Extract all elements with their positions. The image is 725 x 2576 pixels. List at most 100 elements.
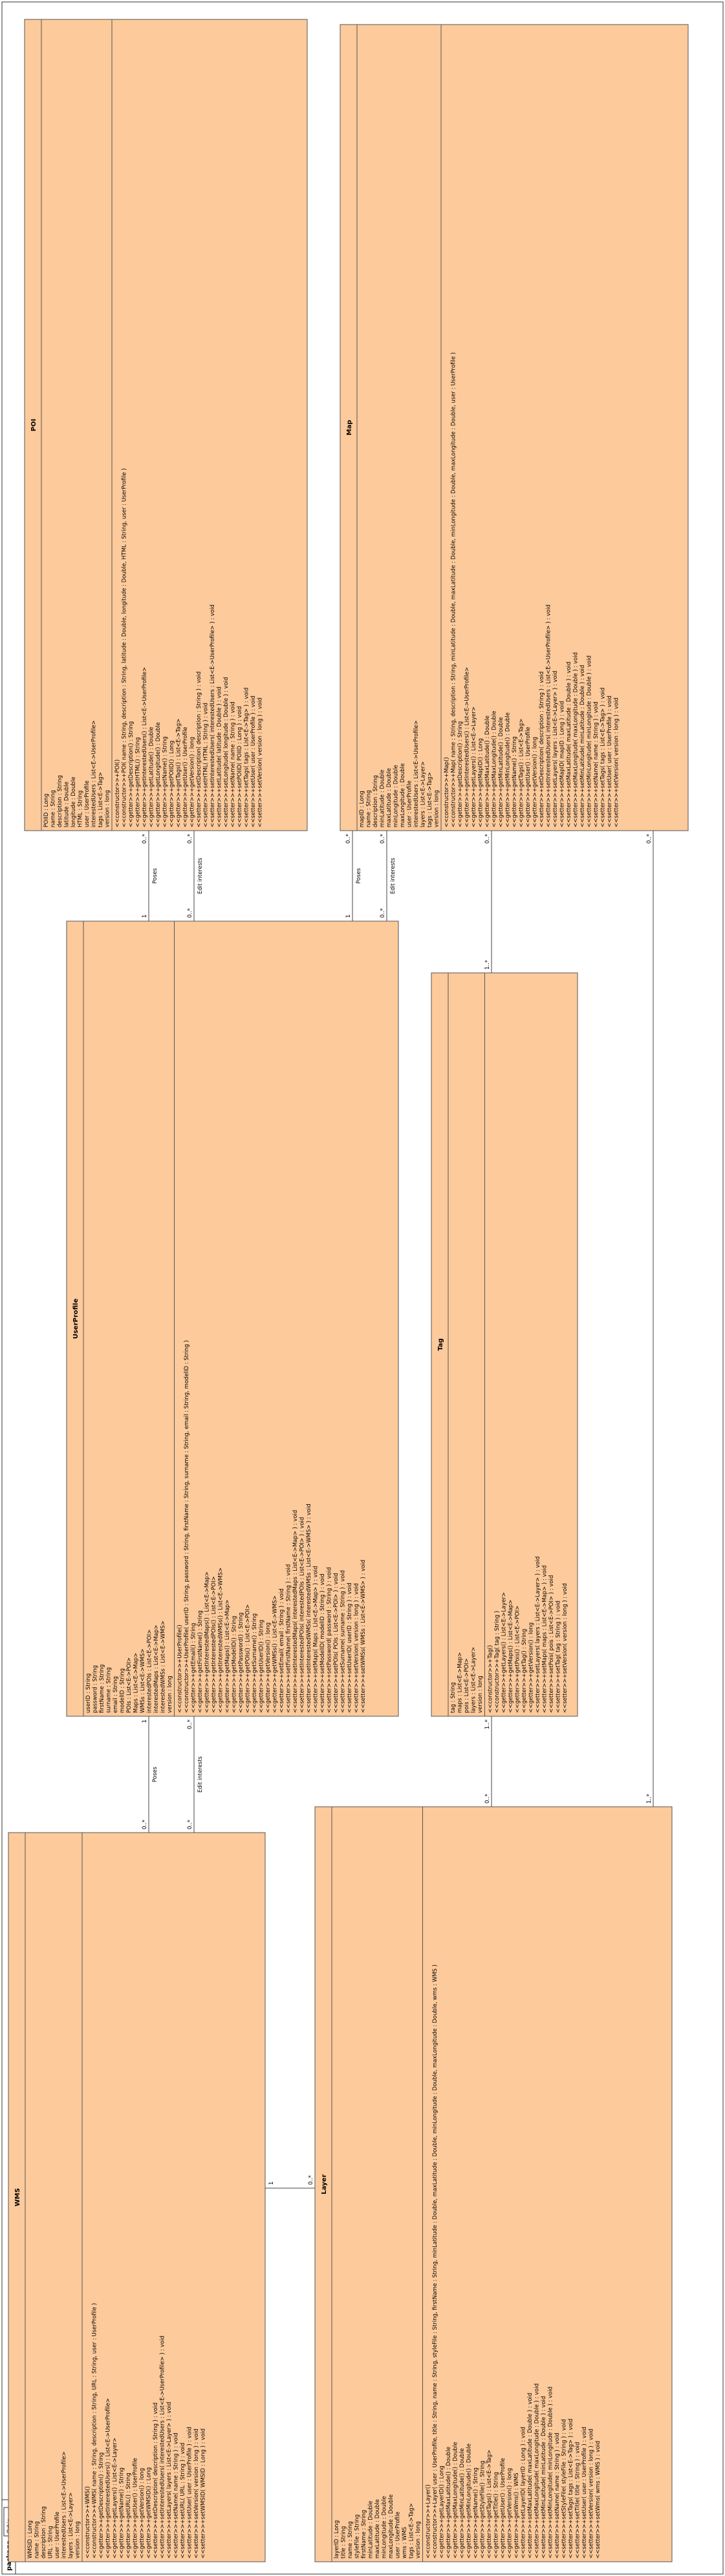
operation: <<setter>>+setDescription( description :… bbox=[196, 672, 202, 827]
attribute: interestedUsers : List<E->UserProfile> bbox=[61, 2451, 68, 2559]
attribute: name : String bbox=[50, 790, 57, 827]
operation: <<getter>>+getSurname() : String bbox=[252, 1613, 258, 1713]
operation: <<getter>>+getInterestedUsers() : List<E… bbox=[142, 667, 148, 827]
attribute: description : String bbox=[41, 2506, 47, 2559]
attribute: description : String bbox=[373, 775, 379, 827]
operation: <<setter>>+setName( name : String ) : vo… bbox=[593, 701, 600, 827]
operation: <<getter>>+getMaxLongitude() : Double bbox=[492, 711, 498, 827]
operation: <<setter>>+setLayers( layers : List<E->L… bbox=[166, 2402, 173, 2559]
operation: <<setter>>+setTags( tags : List<E->Tag> … bbox=[600, 688, 607, 827]
operation: <<setter>>+setPassword( password : Strin… bbox=[327, 1567, 333, 1713]
target-multiplicity: 0..* bbox=[380, 834, 386, 844]
operation: <<getter>>+getVersion() : long bbox=[532, 737, 539, 827]
operation: <<setter>>+setMaxLongitude( maxLongitude… bbox=[534, 2383, 541, 2559]
operation: <<setter>>+setURL( URL : String ) : void bbox=[180, 2443, 186, 2559]
operation: <<setter>>+setWMSID( WMSID : Long ) : vo… bbox=[200, 2429, 207, 2559]
operation: <<constructor>>+Map( name : String, desc… bbox=[451, 352, 457, 827]
operation: <<getter>>+getMapID() : Long bbox=[478, 738, 484, 827]
attribute: minLongitude : Double bbox=[393, 765, 400, 827]
attribute: email : String bbox=[113, 1676, 119, 1713]
target-multiplicity: 0..* bbox=[308, 2175, 314, 2185]
operation: <<setter>>+setStyleFile( styleFile : Str… bbox=[561, 2419, 568, 2559]
operation: <<setter>>+setLatitude( latitude : Doubl… bbox=[217, 687, 223, 827]
association-label: Poses bbox=[152, 1766, 158, 1782]
operation: <<setter>>+setMapID( mapID : Long ) : vo… bbox=[559, 701, 566, 827]
operation: <<setter>>+setEmail( email : String ) : … bbox=[279, 1588, 285, 1713]
operation: <<getter>>+getPois() : List<E->POI> bbox=[515, 1606, 521, 1713]
attribute: version : long bbox=[167, 1676, 173, 1713]
operation: <<setter>>+setVersion( version : long ) … bbox=[589, 2429, 595, 2559]
attribute: version : long bbox=[415, 2521, 422, 2559]
attribute: maxLongitude : Double bbox=[400, 763, 406, 827]
source-multiplicity: 1..* bbox=[484, 960, 491, 970]
operation: <<getter>>+getDescription() : String bbox=[128, 721, 135, 827]
operation: <<setter>>+setInterestedWMSs( interested… bbox=[306, 1504, 312, 1713]
operation: <<getter>>+getUserID() : String bbox=[259, 1620, 265, 1713]
operation: <<constructor>>+POI( name : String, desc… bbox=[122, 468, 128, 827]
attribute: userID : String bbox=[85, 1674, 92, 1713]
operation: <<getter>>+getInterestedPOIs() : List<E-… bbox=[211, 1576, 217, 1713]
operation: <<setter>>+setMinLatitude( minLatitude :… bbox=[541, 2396, 547, 2559]
attribute: pois : List<E->POI> bbox=[464, 1658, 470, 1713]
operation: <<getter>>+getWMSs() : List<E->WMS> bbox=[272, 1595, 279, 1713]
operation: <<setter>>+setMinLongitude( minLongitude… bbox=[587, 655, 593, 827]
operation: <<getter>>+getVersion() : long bbox=[265, 1623, 272, 1713]
attribute: firstName : String bbox=[99, 1665, 105, 1713]
attribute: maxLatitude : Double bbox=[374, 2499, 381, 2559]
operation: <<setter>>+setVersion( version : long ) … bbox=[193, 2429, 200, 2559]
attribute: modelID : String bbox=[120, 1668, 126, 1713]
attribute: URL : String bbox=[48, 2526, 54, 2559]
operation: <<getter>>+getVersion() : long bbox=[528, 1623, 535, 1713]
target-multiplicity: 1..* bbox=[484, 1719, 491, 1729]
class-name: Map bbox=[346, 420, 353, 436]
operation: <<getter>>+getMinLatitude() : Double bbox=[459, 2448, 466, 2559]
operation: <<setter>>+setName( name : String ) : vo… bbox=[554, 2432, 561, 2559]
attribute: maxLatitude : Double bbox=[386, 768, 393, 827]
operation: <<getter>>+getLayers() : List<E->Layer> bbox=[501, 1592, 508, 1713]
attribute: styleFile : String bbox=[354, 2515, 361, 2559]
operation: <<getter>>+getTags() : List<E->Tag> bbox=[519, 719, 525, 827]
operation: <<setter>>+setTags( tags : List<E->Tag> … bbox=[568, 2419, 574, 2559]
operation: <<setter>>+setMaps( Maps : List<E->Map> … bbox=[313, 1566, 319, 1713]
operation: <<getter>>+getWMSID() : Long bbox=[146, 2467, 153, 2559]
operation: <<getter>>+getURL() : String bbox=[125, 2473, 132, 2559]
operation: <<setter>>+setInterestedUsers( intereste… bbox=[210, 604, 216, 827]
source-multiplicity: 0..* bbox=[380, 908, 386, 918]
class-name: WMS bbox=[14, 2188, 21, 2206]
operation: <<getter>>+getTag() : String bbox=[521, 1629, 528, 1713]
operation: <<setter>>+setUser( user : UserProfile )… bbox=[581, 2427, 588, 2559]
operation: <<getter>>+getMinLatitude() : Double bbox=[498, 717, 504, 827]
operation: <<getter>>+getDescription() : String bbox=[457, 721, 464, 827]
source-multiplicity: 1 bbox=[142, 915, 148, 918]
target-multiplicity: 0..* bbox=[187, 834, 193, 844]
attribute: POIID : Long bbox=[43, 794, 50, 827]
target-multiplicity: 0..* bbox=[187, 1719, 193, 1729]
operation: <<setter>>+setName( name : String ) : vo… bbox=[173, 2432, 180, 2559]
attribute: minLongitude : Double bbox=[382, 2496, 388, 2559]
operation: <<getter>>+getDescription() : String bbox=[98, 2453, 105, 2559]
operation: <<constructor>>+POI() bbox=[114, 760, 121, 827]
operation: <<getter>>+getLayers() : List<E->Layer> bbox=[112, 2438, 118, 2559]
operation: <<getter>>+getVersion() : long bbox=[189, 737, 196, 827]
attribute: maxLongitude : Double bbox=[388, 2495, 395, 2559]
attribute: tag : String bbox=[450, 1682, 457, 1713]
operation: <<setter>>+setMaxLatitude( maxLatitude :… bbox=[527, 2393, 534, 2559]
source-multiplicity: 0..* bbox=[187, 1820, 193, 1829]
operation: <<setter>>+setHTML( HTML : String ) : vo… bbox=[203, 703, 210, 827]
operation: <<getter>>+getInterestedMaps() : List<E-… bbox=[204, 1571, 211, 1713]
operation: <<setter>>+setUser( user : UserProfile )… bbox=[187, 2427, 193, 2559]
attribute: layers : List<E->Layer> bbox=[420, 761, 427, 827]
operation: <<getter>>+getLayers() : List<E->Layer> bbox=[471, 707, 477, 827]
attribute: title : String bbox=[341, 2526, 347, 2559]
target-multiplicity: 0..* bbox=[484, 834, 491, 844]
operation: <<getter>>+getTags() : List<E->Tag> bbox=[176, 719, 182, 827]
operation: <<getter>>+getHTML() : String bbox=[135, 737, 142, 827]
operation: <<setter>>+setInterestedUsers( intereste… bbox=[546, 604, 552, 827]
attribute: name : String bbox=[366, 790, 373, 827]
attribute: name : String bbox=[34, 2521, 41, 2559]
association-label: Edit interests bbox=[197, 1756, 204, 1793]
operation: <<setter>>+setInterestedPOIs( interested… bbox=[299, 1517, 306, 1713]
operation: <<setter>>+setVersion( version : long ) … bbox=[614, 697, 620, 827]
